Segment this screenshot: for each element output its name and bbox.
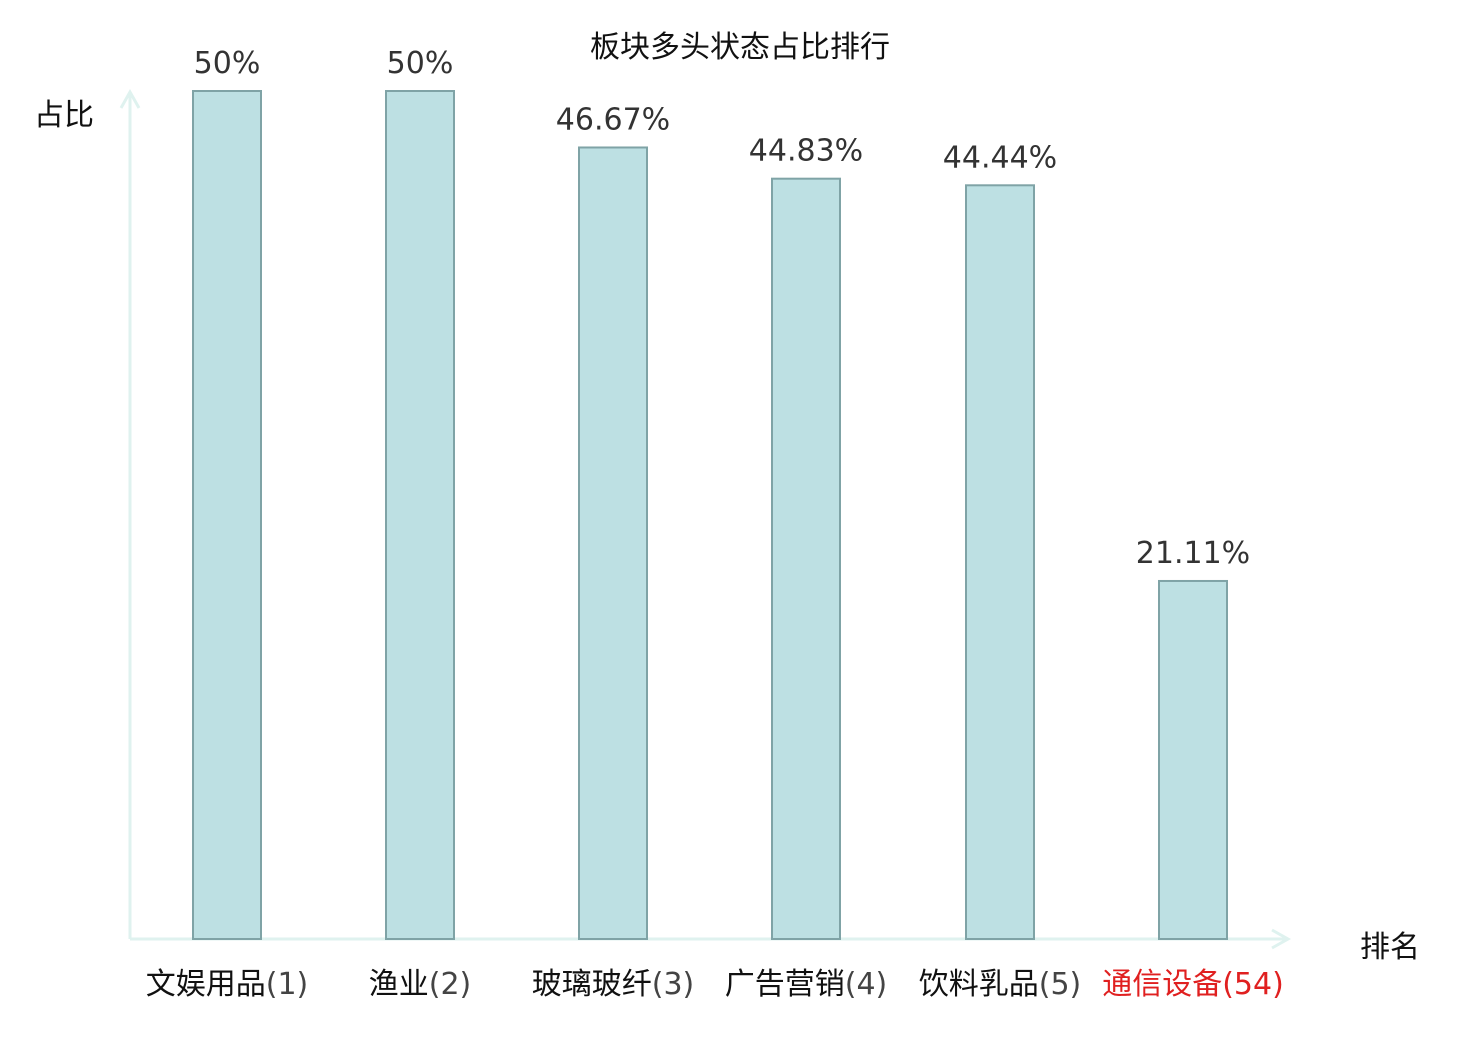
category-name: 通信设备 [1102,967,1222,1002]
value-label: 44.83% [749,134,863,169]
x-axis-arrow [1271,928,1292,950]
bar [385,90,455,940]
value-label: 50% [194,46,261,81]
value-label: 44.44% [943,140,1057,175]
category-rank: (2) [429,967,472,1002]
bar [578,146,648,940]
bar [965,184,1035,940]
bar [192,90,262,940]
bar [771,177,841,940]
category-name: 渔业 [369,967,429,1002]
chart-title: 板块多头状态占比排行 [590,30,890,65]
category-rank: (54) [1222,967,1284,1002]
category-rank: (1) [266,967,309,1002]
category-name: 饮料乳品 [919,967,1039,1002]
y-axis-label: 占比 [34,98,94,133]
category-label: 渔业(2) [369,967,472,1002]
category-rank: (5) [1039,967,1082,1002]
category-label: 文娱用品(1) [146,967,309,1002]
value-label: 21.11% [1136,536,1250,571]
category-label: 玻璃玻纤(3) [532,967,695,1002]
y-axis-arrow [119,88,141,109]
category-name: 广告营销 [725,967,845,1002]
value-label: 46.67% [556,102,670,137]
bar [1158,579,1228,941]
category-rank: (3) [652,967,695,1002]
category-label: 广告营销(4) [725,967,888,1002]
category-name: 文娱用品 [146,967,266,1002]
category-rank: (4) [845,967,888,1002]
category-label: 通信设备(54) [1102,967,1284,1002]
x-axis-label: 排名 [1360,930,1420,965]
value-label: 50% [387,46,454,81]
category-label: 饮料乳品(5) [919,967,1082,1002]
category-name: 玻璃玻纤 [532,967,652,1002]
